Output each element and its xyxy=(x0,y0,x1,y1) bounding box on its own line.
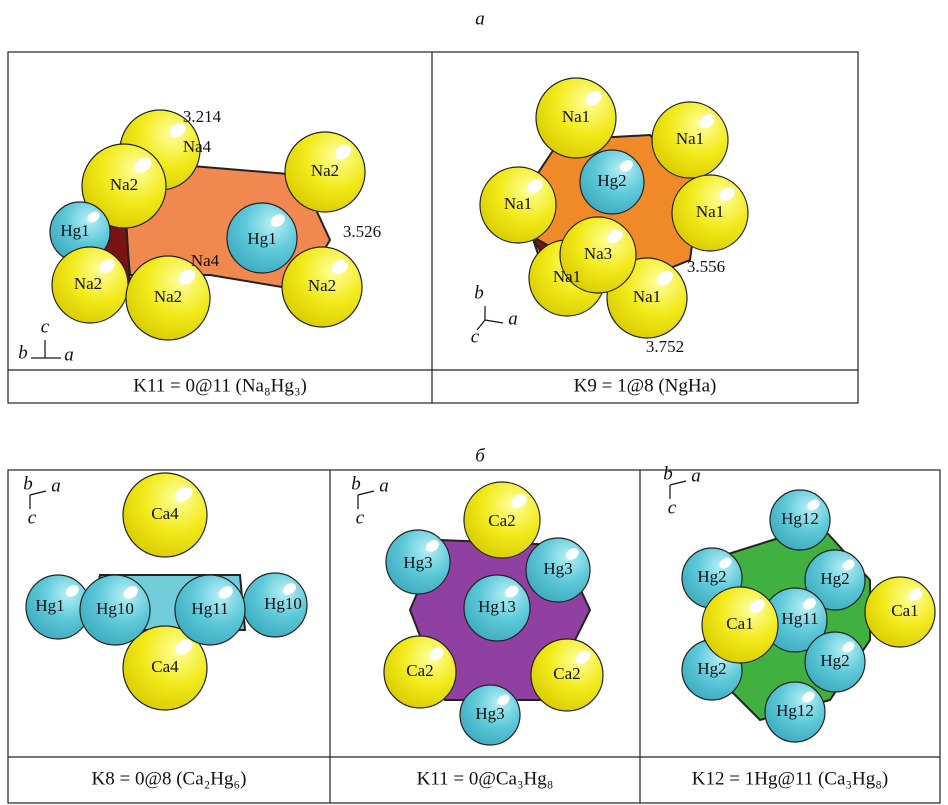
axis-label: b xyxy=(18,342,28,363)
axis-label: b xyxy=(474,282,484,303)
atom-label: Ca1 xyxy=(726,614,753,633)
distance-label: 3.752 xyxy=(646,337,684,356)
atom-label: Na2 xyxy=(154,287,182,306)
axis-label: b xyxy=(663,463,673,484)
axis-label: c xyxy=(471,326,480,347)
axis-label: c xyxy=(356,507,365,528)
axis-label: c xyxy=(668,497,677,518)
atom-label: Na2 xyxy=(308,276,336,295)
atom-label: Hg2 xyxy=(697,567,726,586)
atom-label: Hg3 xyxy=(543,559,572,578)
axis-label: c xyxy=(41,316,50,337)
part-label: б xyxy=(475,445,486,466)
axis-label: a xyxy=(64,344,74,365)
atom-label: Hg3 xyxy=(403,553,432,572)
atom-label: Na1 xyxy=(676,129,704,148)
atom-label: Na1 xyxy=(504,194,532,213)
atom-label: Hg2 xyxy=(820,651,849,670)
atom-label: Na3 xyxy=(584,244,612,263)
atom-label: Na2 xyxy=(311,161,339,180)
caption: K8 = 0@8 (Ca₂Hg₆) xyxy=(92,768,247,789)
atom-label: Hg2 xyxy=(597,171,626,190)
atom-label: Hg1 xyxy=(247,229,276,248)
atom-label: Hg3 xyxy=(475,704,504,723)
caption: K9 = 1@8 (NgHa) xyxy=(574,375,717,396)
atom-label: Hg11 xyxy=(191,599,228,618)
atom-label: Ca2 xyxy=(406,661,433,680)
distance-label: 3.214 xyxy=(183,107,222,126)
caption: K11 = 0@Ca₃Hg₈ xyxy=(417,768,554,789)
atom-label: Hg1 xyxy=(60,221,89,240)
atom-label: Na1 xyxy=(553,267,581,286)
atom-label: Na4 xyxy=(191,251,220,270)
axis-label: c xyxy=(28,507,37,528)
atom-label: Hg13 xyxy=(478,597,516,616)
axis-arrow xyxy=(485,320,503,323)
atom-label: Ca1 xyxy=(891,601,918,620)
distance-label: 3.556 xyxy=(687,257,725,276)
atom-label: Na1 xyxy=(562,107,590,126)
figure: Na4Na2Na2Hg1Na4Hg1Na2Na2Na23.2143.526cba… xyxy=(0,0,948,805)
atom-label: Na2 xyxy=(74,274,102,293)
axis-label: a xyxy=(691,465,701,486)
atom-label: Na2 xyxy=(110,175,138,194)
atom-label: Hg11 xyxy=(781,609,818,628)
atom-label: Ca2 xyxy=(553,664,580,683)
atom-label: Hg1 xyxy=(35,596,64,615)
atom-label: Hg10 xyxy=(264,594,302,613)
axis-label: a xyxy=(508,308,518,329)
atom-label: Hg12 xyxy=(781,509,819,528)
part-label: а xyxy=(475,8,485,29)
atom-label: Ca4 xyxy=(151,657,179,676)
atom-label: Na1 xyxy=(696,202,724,221)
caption: K12 = 1Hg@11 (Ca₃Hg₈) xyxy=(692,768,888,789)
atom-label: Hg2 xyxy=(697,659,726,678)
axis-label: b xyxy=(23,473,33,494)
atom-label: Ca4 xyxy=(151,504,179,523)
atom-label: Ca2 xyxy=(488,511,515,530)
atom-label: Na4 xyxy=(183,137,212,156)
distance-label: 3.526 xyxy=(343,222,381,241)
axis-label: a xyxy=(51,475,61,496)
atom-label: Hg2 xyxy=(820,569,849,588)
atom-label: Hg10 xyxy=(96,599,134,618)
atom-label: Hg12 xyxy=(776,701,814,720)
atom-label: Na1 xyxy=(633,287,661,306)
caption: K11 = 0@11 (Na₈Hg₃) xyxy=(133,375,307,396)
axis-label: b xyxy=(351,473,361,494)
axis-label: a xyxy=(379,475,389,496)
